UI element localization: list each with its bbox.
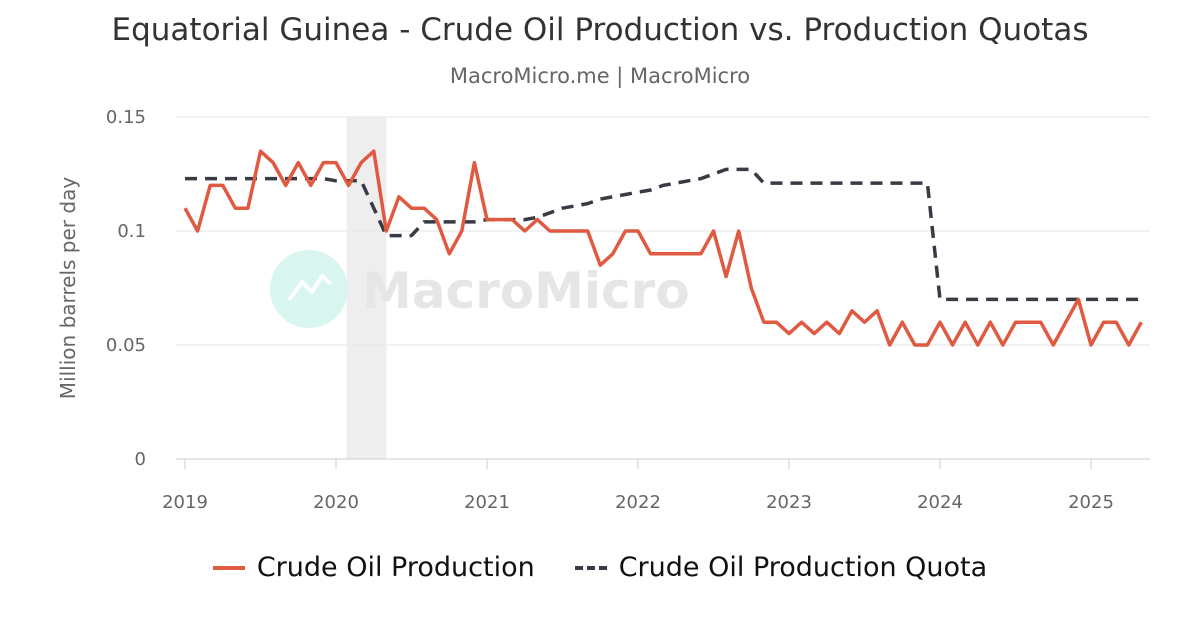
series-layer bbox=[183, 149, 1143, 347]
y-tick-label: 0.15 bbox=[106, 107, 146, 128]
grid-layer bbox=[176, 116, 1150, 460]
x-tick-label: 2020 bbox=[313, 492, 359, 513]
legend-swatch-production bbox=[212, 565, 245, 570]
y-axis-label: Million barrels per day bbox=[56, 177, 80, 400]
watermark-logo-chart-icon bbox=[287, 274, 333, 302]
y-tick-label: 0.1 bbox=[117, 221, 146, 242]
legend-label-quota: Crude Oil Production Quota bbox=[618, 552, 988, 583]
watermark-text: MacroMicro bbox=[362, 262, 690, 320]
x-tick-label: 2023 bbox=[766, 492, 812, 513]
legend-swatch-quota bbox=[574, 565, 607, 570]
chart-subtitle: MacroMicro.me | MacroMicro bbox=[449, 64, 751, 88]
x-tick-label: 2019 bbox=[162, 492, 208, 513]
watermark: MacroMicro bbox=[270, 250, 690, 328]
legend-label-production: Crude Oil Production bbox=[256, 552, 535, 583]
x-tick-label: 2022 bbox=[615, 492, 661, 513]
x-tick-label: 2024 bbox=[917, 492, 963, 513]
x-tick-label: 2025 bbox=[1068, 492, 1114, 513]
series-line-quota[interactable] bbox=[185, 167, 1142, 302]
x-axis: 2019 2020 2021 2022 2023 2024 2025 bbox=[162, 459, 1114, 513]
y-tick-label: 0.05 bbox=[106, 335, 146, 356]
series-line-production[interactable] bbox=[183, 149, 1143, 347]
y-tick-label: 0 bbox=[135, 449, 146, 470]
x-tick-label: 2021 bbox=[464, 492, 510, 513]
legend: Crude Oil Production Crude Oil Productio… bbox=[0, 552, 1200, 583]
chart-title: Equatorial Guinea - Crude Oil Production… bbox=[111, 12, 1089, 48]
legend-item-production[interactable]: Crude Oil Production bbox=[212, 552, 535, 583]
legend-item-quota[interactable]: Crude Oil Production Quota bbox=[574, 552, 988, 583]
y-axis: 0 0.05 0.1 0.15 bbox=[106, 107, 146, 470]
